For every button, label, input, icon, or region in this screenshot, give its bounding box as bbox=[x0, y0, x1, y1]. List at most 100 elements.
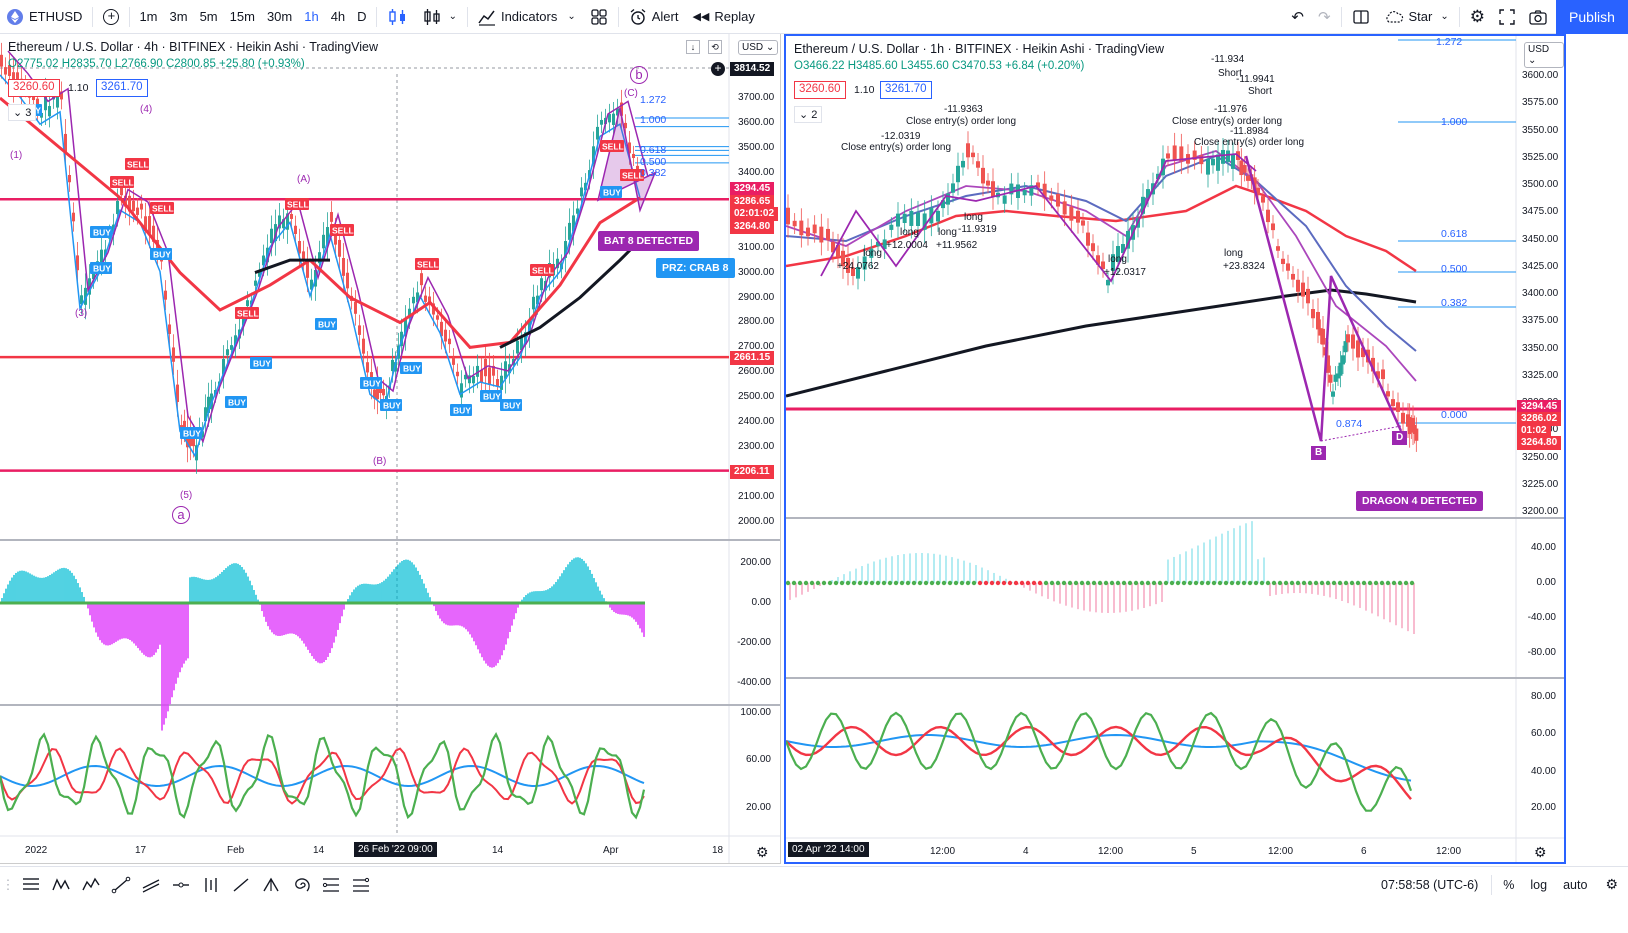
candle-body bbox=[8, 64, 11, 76]
sell-price-button[interactable]: 3260.60 bbox=[794, 81, 846, 99]
fib-extension-tool[interactable] bbox=[346, 870, 376, 900]
bar-style-button[interactable] bbox=[380, 0, 416, 34]
fib-channel-tool[interactable] bbox=[136, 870, 166, 900]
drawing-handle[interactable]: ⋮ bbox=[1, 876, 15, 892]
fib-retracement-tool[interactable] bbox=[316, 870, 346, 900]
wave-label: (A) bbox=[297, 174, 311, 185]
pitchfork-icon bbox=[263, 877, 279, 891]
snapshot-button[interactable] bbox=[1522, 0, 1554, 34]
strategy-note: long bbox=[1108, 254, 1127, 265]
undo-icon: ↶ bbox=[1291, 8, 1304, 26]
buy-marker-text: BUY bbox=[228, 398, 246, 408]
clock-label[interactable]: 07:58:58 (UTC-6) bbox=[1381, 877, 1479, 892]
zero-dot bbox=[797, 580, 803, 586]
candle-body bbox=[1396, 402, 1400, 412]
candle-body bbox=[120, 186, 123, 196]
interval-d[interactable]: D bbox=[357, 9, 367, 24]
auto-toggle[interactable]: auto bbox=[1563, 877, 1588, 892]
candle-body bbox=[136, 207, 139, 215]
zero-dot bbox=[1265, 580, 1271, 586]
interval-1m[interactable]: 1m bbox=[139, 9, 158, 24]
zero-dot bbox=[1319, 580, 1325, 586]
right-chart-canvas[interactable] bbox=[786, 36, 1564, 862]
buy-marker bbox=[380, 399, 402, 411]
bars-pattern-tool[interactable] bbox=[196, 870, 226, 900]
candle-body bbox=[310, 279, 313, 290]
price-axis-label: 3475.00 bbox=[1522, 206, 1559, 218]
settings-button[interactable]: ⚙ bbox=[1463, 0, 1492, 34]
pattern-tool[interactable] bbox=[46, 870, 76, 900]
save-layout-button[interactable]: Star ⌄ bbox=[1377, 0, 1456, 34]
left-chart-pane[interactable]: BUY BUY BUY BUY BUY BUY BUY BUY BUY BUY BUY BUY BUY B… bbox=[0, 34, 781, 864]
buy-price-button[interactable]: 3261.70 bbox=[880, 81, 932, 99]
ohlc-low: L3455.60 bbox=[900, 60, 949, 72]
candle-body bbox=[1311, 309, 1315, 319]
candle-body bbox=[48, 106, 51, 117]
price-axis-label: 2800.00 bbox=[738, 316, 775, 328]
candle-body bbox=[424, 295, 427, 302]
fib-level-label: 1.000 bbox=[640, 114, 667, 126]
alert-button[interactable]: Alert bbox=[622, 0, 686, 34]
log-toggle[interactable]: log bbox=[1530, 877, 1548, 892]
candle-body bbox=[1141, 196, 1145, 214]
maximize-pane-button[interactable]: ⟲ bbox=[708, 40, 722, 54]
publish-button[interactable]: Publish bbox=[1556, 0, 1628, 34]
sell-marker-text: SELL bbox=[622, 171, 644, 181]
panes-collapse-button[interactable]: ⌄ 2 bbox=[794, 106, 823, 123]
candle-body bbox=[831, 241, 835, 253]
redo-button[interactable]: ↷ bbox=[1311, 0, 1338, 34]
cycle-tool[interactable] bbox=[286, 870, 316, 900]
zero-dot bbox=[869, 580, 875, 586]
zero-dot bbox=[1307, 580, 1313, 586]
interval-4h[interactable]: 4h bbox=[330, 9, 346, 24]
scroll-down-button[interactable]: ↓ bbox=[686, 40, 700, 54]
zero-dot bbox=[965, 580, 971, 586]
buy-price-button[interactable]: 3261.70 bbox=[96, 79, 148, 97]
time-axis-label: 18 bbox=[712, 845, 724, 856]
add-plus-button[interactable]: + bbox=[711, 62, 725, 76]
buy-marker bbox=[500, 399, 522, 411]
divider bbox=[129, 6, 131, 27]
chart-settings-button[interactable]: ⚙ bbox=[1595, 876, 1628, 893]
pitchfork-tool[interactable] bbox=[256, 870, 286, 900]
wave-label: (1) bbox=[10, 150, 23, 161]
compare-symbol-button[interactable]: + bbox=[96, 0, 126, 34]
templates-button[interactable] bbox=[583, 0, 615, 34]
interval-3m[interactable]: 3m bbox=[169, 9, 188, 24]
percent-toggle[interactable]: % bbox=[1503, 877, 1515, 892]
price-tag: 3264.80 bbox=[1517, 436, 1562, 450]
sell-marker-text: SELL bbox=[417, 260, 439, 270]
zero-dot bbox=[1049, 580, 1055, 586]
currency-button[interactable]: USD ⌄ bbox=[738, 40, 779, 55]
horizontal-line-tool[interactable] bbox=[166, 870, 196, 900]
sell-price-button[interactable]: 3260.60 bbox=[8, 79, 60, 97]
undo-button[interactable]: ↶ bbox=[1284, 0, 1311, 34]
layout-button[interactable] bbox=[1345, 0, 1377, 34]
fullscreen-button[interactable] bbox=[1492, 0, 1522, 34]
ray-tool[interactable] bbox=[226, 870, 256, 900]
symbol-search-button[interactable]: ETHUSD bbox=[0, 0, 89, 34]
interval-15m[interactable]: 15m bbox=[229, 9, 255, 24]
indicators-button[interactable]: Indicators ⌄ bbox=[471, 0, 583, 34]
fib-level-label: 1.000 bbox=[1441, 116, 1468, 128]
candle-body bbox=[394, 362, 397, 372]
interval-30m[interactable]: 30m bbox=[266, 9, 293, 24]
candle-body bbox=[961, 160, 965, 168]
chart-type-button[interactable]: ⌄ bbox=[416, 0, 464, 34]
interval-1h[interactable]: 1h bbox=[304, 9, 319, 24]
candle-body bbox=[1239, 160, 1244, 176]
right-chart-pane[interactable]: Ethereum / U.S. Dollar · 1h · BITFINEX ·… bbox=[784, 34, 1566, 864]
zero-dot bbox=[1055, 580, 1061, 586]
trend-lines-tool[interactable] bbox=[16, 870, 46, 900]
currency-button[interactable]: USD ⌄ bbox=[1524, 42, 1564, 68]
ohlc-change: +6.84 (+0.20%) bbox=[1005, 60, 1085, 72]
interval-5m[interactable]: 5m bbox=[199, 9, 218, 24]
elliott-wave-tool[interactable] bbox=[76, 870, 106, 900]
trend-angle-tool[interactable] bbox=[106, 870, 136, 900]
chart-settings-button[interactable]: ⚙ bbox=[756, 844, 769, 861]
left-chart-canvas[interactable]: BUYBUYBUYBUYBUYBUYBUYBUYBUYBUYBUYBUYBUYB… bbox=[0, 34, 781, 864]
replay-button[interactable]: ◀◀ Replay bbox=[685, 0, 761, 34]
time-axis-label: 12:00 bbox=[1268, 846, 1294, 857]
chart-settings-button[interactable]: ⚙ bbox=[1534, 844, 1547, 861]
panes-collapse-button[interactable]: ⌄ 3 bbox=[8, 104, 37, 121]
